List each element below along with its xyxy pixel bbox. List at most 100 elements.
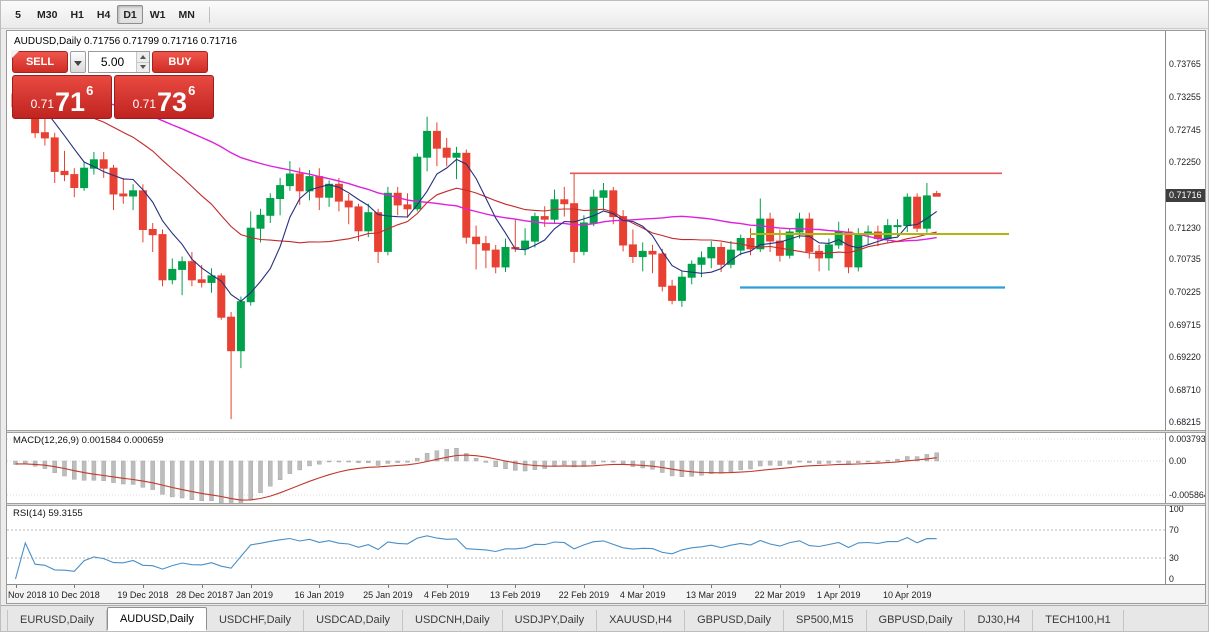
rsi-chart-canvas[interactable]: [7, 506, 1165, 584]
timeframe-button-h4[interactable]: H4: [96, 9, 111, 21]
buy-price-button[interactable]: 0.71 73 6: [114, 75, 214, 119]
trade-prices-row: 0.71 71 6 0.71 73 6: [12, 75, 216, 119]
volume-spinner: [136, 52, 149, 72]
rsi-title: RSI(14) 59.3155: [13, 508, 83, 519]
price-tick: 0.73765: [1169, 59, 1201, 69]
moving-averages-layer: [15, 86, 938, 302]
timeframe-toolbar: 5 M30 H1 H4 D1 W1 MN: [1, 1, 1208, 29]
chart-tab-usdcad-daily[interactable]: USDCAD,Daily: [304, 610, 404, 631]
buy-price-big: 73: [157, 87, 188, 117]
sell-price-prefix: 0.71: [30, 97, 55, 111]
panel-splitter-macd[interactable]: [7, 430, 1205, 433]
price-tick: 0.71230: [1169, 222, 1201, 233]
macd-signal-line: [15, 454, 937, 501]
trend-lines-layer[interactable]: [570, 172, 1009, 289]
chart-tab-xauusd-h4[interactable]: XAUUSD,H4: [597, 610, 686, 631]
price-tick: 0.69220: [1169, 352, 1201, 363]
volume-decrease-button[interactable]: [137, 62, 149, 72]
macd-title: MACD(12,26,9) 0.001584 0.000659: [13, 435, 164, 446]
chart-tab-usdjpy-daily[interactable]: USDJPY,Daily: [503, 610, 598, 631]
spinner-down-icon: [140, 65, 146, 70]
date-tick: [583, 585, 585, 588]
date-tick: [446, 585, 448, 588]
timeframe-button-w1[interactable]: W1: [149, 9, 166, 21]
chart-tab-eurusd-daily[interactable]: EURUSD,Daily: [7, 610, 107, 631]
rsi-tick: 30: [1169, 553, 1179, 563]
date-label: 22 Mar 2019: [754, 590, 806, 600]
trade-controls-row: SELL BUY: [12, 51, 216, 73]
macd-chart-canvas[interactable]: [7, 433, 1165, 503]
sell-price-sup: 6: [86, 83, 94, 98]
date-label: 4 Feb 2019: [423, 590, 470, 600]
timeframe-button-d1[interactable]: D1: [117, 5, 143, 24]
volume-dropdown-button[interactable]: [70, 51, 86, 73]
date-tick: [711, 585, 713, 588]
chart-tab-bar: EURUSD,Daily AUDUSD,Daily USDCHF,Daily USDC…: [1, 605, 1208, 631]
rsi-tick: 0: [1169, 574, 1174, 584]
sell-button[interactable]: SELL: [12, 51, 68, 73]
chart-tab-sp500-m15[interactable]: SP500,M15: [784, 610, 867, 631]
date-label: 30 Nov 2018: [7, 590, 47, 600]
timeframe-button-h1[interactable]: H1: [70, 9, 84, 21]
chart-title: AUDUSD,Daily 0.71756 0.71799 0.71716 0.7…: [14, 36, 237, 47]
caret-down-icon: [74, 61, 82, 66]
price-tick: 0.72250: [1169, 156, 1201, 167]
date-label: 13 Mar 2019: [686, 590, 737, 600]
date-label: 10 Dec 2018: [48, 590, 100, 600]
timeframe-buttons: 5 M30 H1 H4 D1 W1 MN: [6, 5, 202, 24]
one-click-collapse-icon[interactable]: [11, 50, 20, 59]
price-tick: 0.70735: [1169, 254, 1201, 265]
main-chart-canvas[interactable]: [7, 31, 1165, 430]
date-tick: [642, 585, 644, 588]
buy-price-prefix: 0.71: [132, 97, 157, 111]
ma-medium-line: [15, 92, 937, 255]
price-axis[interactable]: 0.71716 0.73765 0.73255 0.72745 0.72250 0.71…: [1165, 31, 1206, 584]
chart-tab-usdcnh-daily[interactable]: USDCNH,Daily: [403, 610, 503, 631]
date-tick: [515, 585, 517, 588]
date-label: 25 Jan 2019: [363, 590, 413, 600]
timeframe-button-m30[interactable]: M30: [37, 9, 58, 21]
date-tick: [387, 585, 389, 588]
current-price-tag: 0.71716: [1166, 189, 1205, 203]
price-tick: 0.69715: [1169, 320, 1201, 331]
volume-increase-button[interactable]: [137, 52, 149, 63]
price-tick: 0.68710: [1169, 385, 1201, 396]
date-tick: [907, 585, 909, 588]
date-label: 4 Mar 2019: [619, 590, 666, 600]
date-label: 13 Feb 2019: [490, 590, 541, 600]
ma-fast-line: [15, 96, 938, 302]
buy-button[interactable]: BUY: [152, 51, 208, 73]
volume-field: [88, 51, 150, 73]
panel-splitter-rsi[interactable]: [7, 503, 1205, 506]
sell-price-button[interactable]: 0.71 71 6: [12, 75, 112, 119]
date-label: 19 Dec 2018: [117, 590, 169, 600]
rsi-tick: 70: [1169, 525, 1179, 535]
macd-tick: -0.0058640: [1169, 490, 1205, 500]
date-label: 7 Jan 2019: [228, 590, 273, 600]
date-label: 22 Feb 2019: [558, 590, 610, 600]
rsi-tick: 100: [1169, 504, 1184, 514]
chart-tab-dj30-h4[interactable]: DJ30,H4: [965, 610, 1034, 631]
chart-tab-tech100-h1[interactable]: TECH100,H1: [1033, 610, 1124, 631]
spinner-up-icon: [140, 54, 146, 59]
timeframe-button-mn[interactable]: MN: [178, 9, 195, 21]
date-tick: [838, 585, 840, 588]
chart-tab-gbpusd-daily[interactable]: GBPUSD,Daily: [867, 610, 966, 631]
chart-tab-audusd-daily[interactable]: AUDUSD,Daily: [106, 607, 207, 631]
volume-input[interactable]: [89, 52, 136, 72]
ma-slow-line: [15, 86, 937, 243]
timeframe-button-5[interactable]: 5: [15, 9, 21, 21]
date-tick: [142, 585, 144, 588]
date-label: 10 Apr 2019: [883, 590, 932, 600]
chart-window: AUDUSD,Daily 0.71756 0.71799 0.71716 0.7…: [6, 30, 1206, 604]
date-tick: [74, 585, 76, 588]
chart-tab-gbpusd-daily[interactable]: GBPUSD,Daily: [685, 610, 785, 631]
chart-tab-usdchf-daily[interactable]: USDCHF,Daily: [207, 610, 305, 631]
date-label: 16 Jan 2019: [294, 590, 345, 600]
rsi-line: [14, 535, 937, 580]
macd-tick: 0.00: [1169, 456, 1187, 466]
